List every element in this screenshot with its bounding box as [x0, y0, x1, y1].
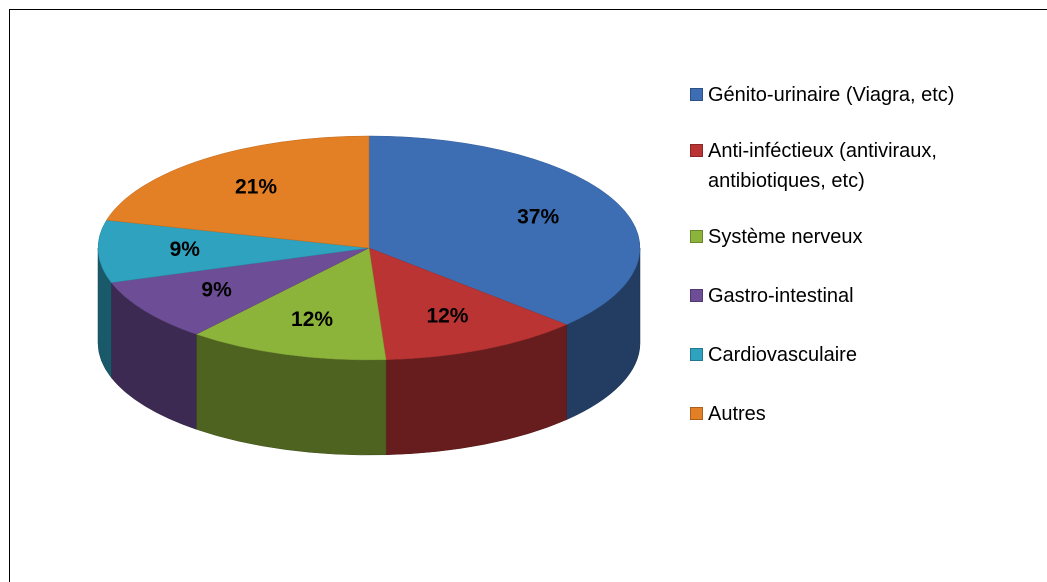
data-label: 9% [201, 278, 232, 301]
pie-slice [368, 247, 568, 361]
data-label: 12% [291, 308, 333, 331]
pie-slice [195, 247, 387, 361]
legend-swatch [690, 88, 703, 101]
legend-swatch [690, 230, 703, 243]
legend-swatch [690, 348, 703, 361]
pie-slice [110, 247, 370, 335]
legend-label: Autres [708, 403, 766, 425]
legend-swatch [690, 407, 703, 420]
legend-item: Anti-inféctieux (antiviraux, antibiotiqu… [690, 136, 1040, 196]
data-label: 37% [517, 205, 559, 228]
legend-item: Cardiovasculaire [690, 340, 1040, 370]
legend: Génito-urinaire (Viagra, etc) Anti-inféct… [690, 80, 1040, 458]
legend-item: Gastro-intestinal [690, 281, 1040, 311]
pie-slice [106, 135, 370, 249]
data-label: 12% [426, 304, 468, 327]
chart-border [9, 9, 1047, 582]
legend-swatch [690, 144, 703, 157]
legend-label: Système nerveux [708, 226, 863, 248]
legend-label: Gastro-intestinal [708, 285, 854, 307]
pie-slice [368, 135, 641, 325]
legend-label: Génito-urinaire (Viagra, etc) [708, 84, 955, 106]
legend-label: Anti-inféctieux (antiviraux, antibiotiqu… [708, 140, 937, 192]
legend-swatch [690, 289, 703, 302]
pie-slice [97, 219, 370, 283]
legend-item: Génito-urinaire (Viagra, etc) [690, 80, 1040, 110]
pie-labels: 37% 12% 12% 9%9% 21% [170, 175, 560, 331]
legend-item: Autres [690, 399, 1040, 429]
pie-tops [97, 135, 641, 361]
data-label: 21% [235, 175, 277, 198]
legend-label: Cardiovasculaire [708, 344, 857, 366]
data-label: 9% [170, 238, 201, 261]
pie-sides [97, 247, 641, 456]
legend-item: Système nerveux [690, 222, 1040, 252]
